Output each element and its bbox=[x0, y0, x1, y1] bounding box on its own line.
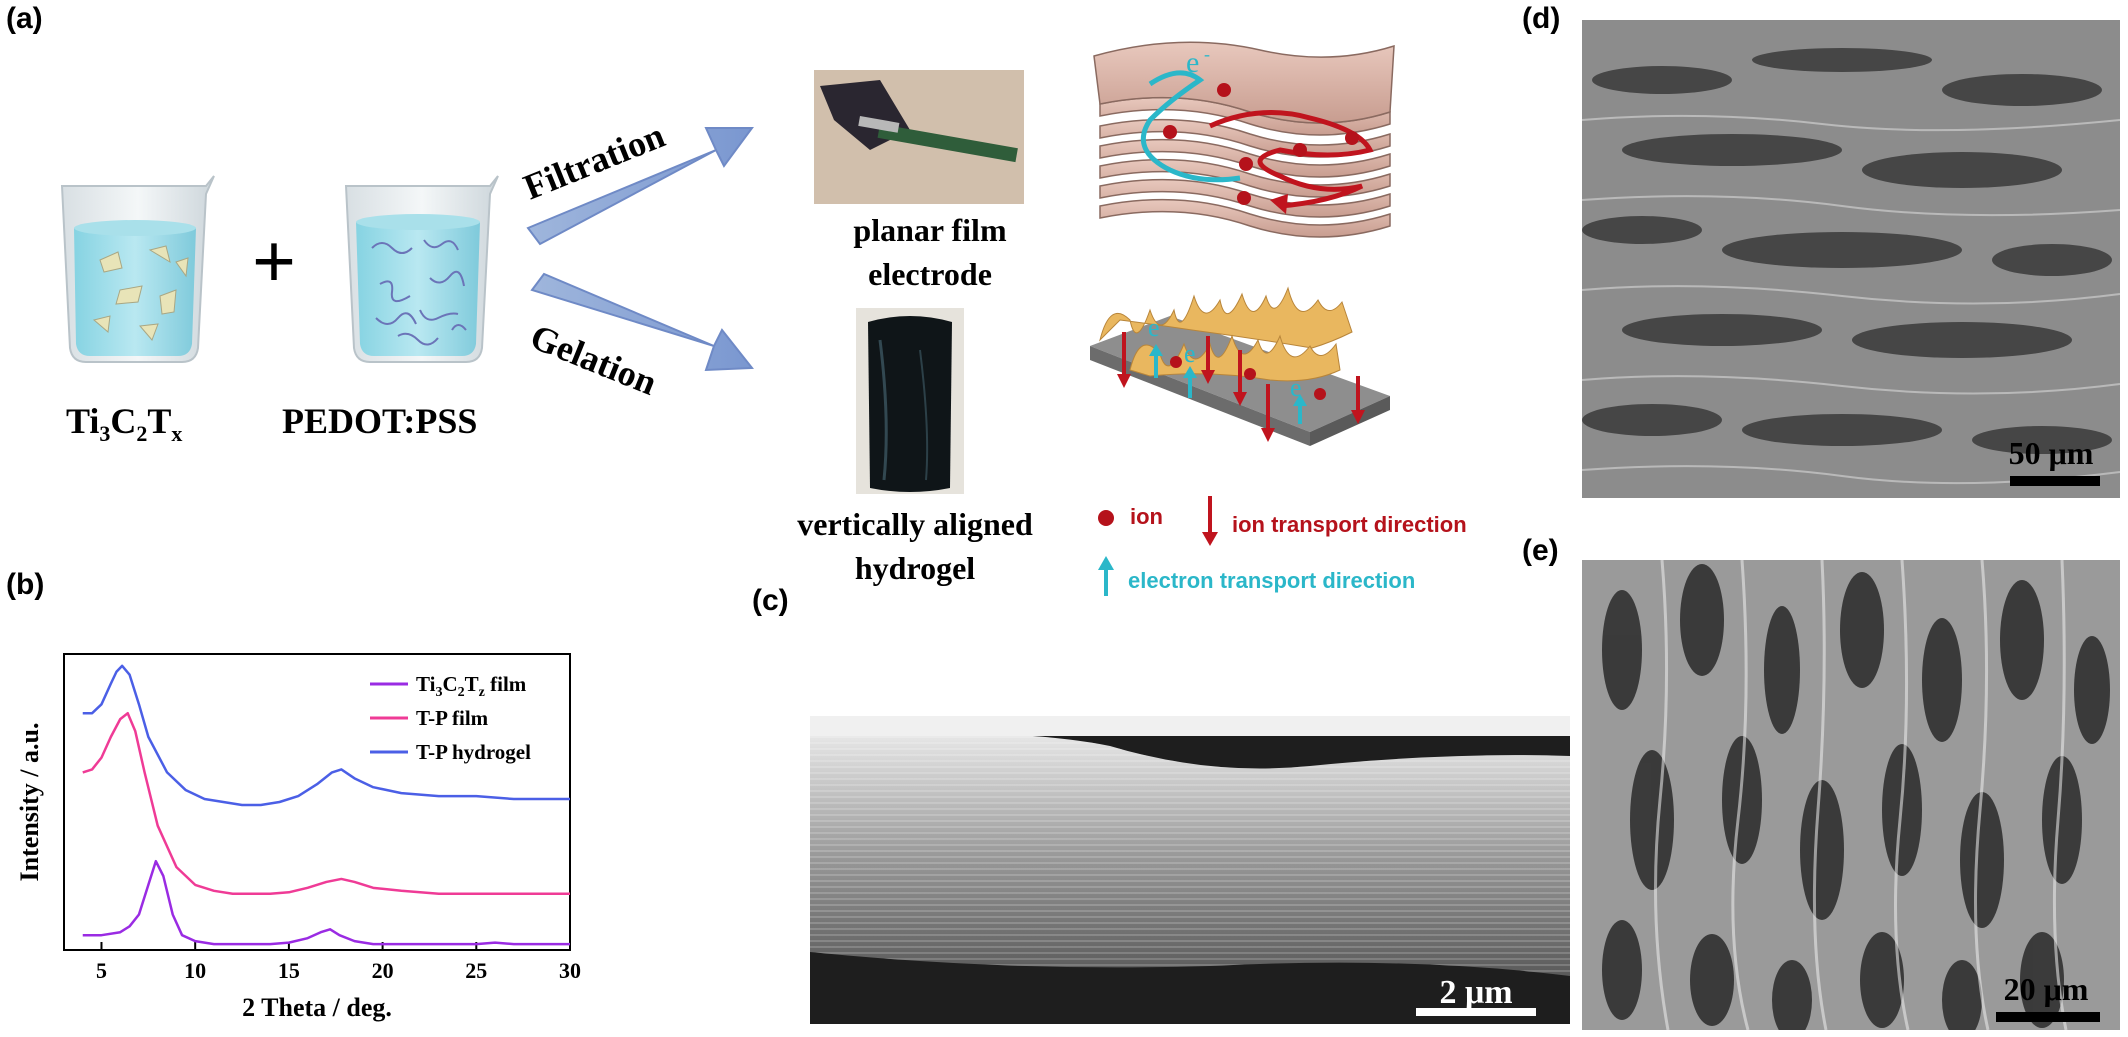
series-line-2 bbox=[82, 664, 570, 807]
hydrogel-caption: vertically aligned hydrogel bbox=[797, 506, 1033, 586]
scale-label-c: 2 μm bbox=[1439, 974, 1513, 1011]
x-ticks: 5 10 15 20 25 30 bbox=[96, 942, 581, 983]
panel-label-e: (e) bbox=[1522, 534, 1559, 567]
beaker-ti3c2tx-icon bbox=[60, 175, 215, 363]
aligned-hydrogel-schematic: e e e bbox=[1090, 286, 1390, 446]
ion-transport-key-label: ion transport direction bbox=[1232, 512, 1467, 537]
ion-transport-key-arrow bbox=[1202, 496, 1218, 546]
plus-sign: + bbox=[252, 218, 296, 305]
series-line-0 bbox=[82, 859, 570, 946]
panel-label-b: (b) bbox=[6, 568, 45, 601]
electron-transport-key-arrow bbox=[1098, 556, 1114, 596]
hydrogel-photo bbox=[856, 308, 964, 494]
ti3c2tx-label: Ti3C2Tx bbox=[66, 401, 183, 447]
sem-image-c: 2 μm bbox=[810, 716, 1570, 1024]
legend-label-2: T-P hydrogel bbox=[416, 740, 531, 764]
scale-bar-c bbox=[1416, 1008, 1536, 1016]
electron-label-top: e bbox=[1186, 46, 1199, 79]
legend-label-0: Ti3C2Tz film bbox=[416, 672, 527, 700]
panel-label-c: (c) bbox=[752, 584, 789, 617]
xrd-chart: 5 10 15 20 25 30 2 Theta / deg. Intensity / a… bbox=[15, 653, 581, 1022]
x-tick-label-0: 5 bbox=[96, 958, 107, 983]
ion-key-label: ion bbox=[1130, 504, 1163, 529]
x-tick-label-2: 15 bbox=[278, 958, 300, 983]
sem-image-e: 20 μm bbox=[1582, 560, 2120, 1030]
ion-key-dot bbox=[1098, 510, 1114, 526]
electron-label-mid3: e bbox=[1290, 373, 1302, 402]
x-tick-label-4: 25 bbox=[465, 958, 487, 983]
beaker-pedot-pss-icon bbox=[344, 175, 499, 363]
schematic-figure: + Filtration Gelation bbox=[60, 41, 1395, 596]
sem-layers-c bbox=[810, 716, 1570, 1024]
sem-aligned-e bbox=[1582, 560, 2120, 1030]
x-tick-label-1: 10 bbox=[184, 958, 206, 983]
layered-film-schematic: e - bbox=[1093, 41, 1395, 238]
panel-label-a: (a) bbox=[6, 2, 43, 35]
scale-bar-e bbox=[1996, 1012, 2100, 1022]
filtration-arrow-icon bbox=[526, 127, 754, 246]
electron-label-mid2: e bbox=[1184, 339, 1196, 368]
scale-label-e: 20 μm bbox=[2003, 971, 2089, 1007]
gelation-arrow-icon bbox=[530, 272, 754, 372]
sem-image-d: 50 μm bbox=[1582, 20, 2120, 498]
planar-film-caption: planar film electrode bbox=[853, 212, 1007, 292]
scale-bar-d bbox=[2010, 476, 2100, 486]
x-tick-label-3: 20 bbox=[372, 958, 394, 983]
legend-label-1: T-P film bbox=[416, 706, 489, 730]
scale-label-d: 50 μm bbox=[2008, 435, 2094, 471]
x-tick-label-5: 30 bbox=[559, 958, 581, 983]
y-axis-label: Intensity / a.u. bbox=[15, 723, 44, 882]
series-lines bbox=[82, 664, 570, 946]
filtration-label: Filtration bbox=[518, 115, 670, 208]
electron-sup-top: - bbox=[1204, 44, 1210, 64]
electron-label-mid1: e bbox=[1148, 313, 1160, 342]
x-axis-label: 2 Theta / deg. bbox=[242, 993, 392, 1022]
planar-film-photo bbox=[814, 70, 1024, 204]
panel-label-d: (d) bbox=[1522, 2, 1561, 35]
chart-legend: Ti3C2Tz film T-P film T-P hydrogel bbox=[370, 672, 531, 764]
sem-porous-d bbox=[1582, 20, 2120, 498]
gelation-label: Gelation bbox=[525, 316, 662, 403]
pedot-pss-label: PEDOT:PSS bbox=[282, 401, 478, 441]
electron-transport-key-label: electron transport direction bbox=[1128, 568, 1416, 593]
plot-frame bbox=[63, 653, 571, 951]
series-line-1 bbox=[82, 711, 570, 896]
